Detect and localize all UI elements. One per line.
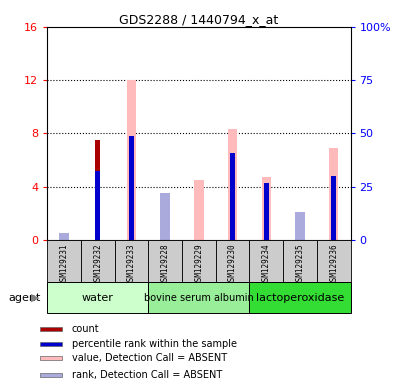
Text: GSM129234: GSM129234 xyxy=(261,243,270,285)
Bar xyxy=(81,240,114,282)
Text: GSM129233: GSM129233 xyxy=(127,243,136,285)
Bar xyxy=(114,240,148,282)
Bar xyxy=(215,240,249,282)
Text: bovine serum albumin: bovine serum albumin xyxy=(144,293,253,303)
Bar xyxy=(148,282,249,313)
Text: GSM129236: GSM129236 xyxy=(328,243,337,285)
Bar xyxy=(59,233,69,240)
Bar xyxy=(95,140,100,240)
Bar xyxy=(40,327,62,331)
Bar xyxy=(263,183,268,240)
Bar xyxy=(261,177,270,240)
Bar xyxy=(193,180,203,240)
Bar xyxy=(95,171,100,240)
Text: percentile rank within the sample: percentile rank within the sample xyxy=(71,339,236,349)
Text: water: water xyxy=(81,293,113,303)
Text: ▶: ▶ xyxy=(31,293,39,303)
Bar xyxy=(40,372,62,377)
Bar xyxy=(128,136,134,240)
Bar xyxy=(160,194,169,240)
Bar xyxy=(40,342,62,346)
Bar xyxy=(47,282,148,313)
Bar xyxy=(160,199,169,240)
Text: lactoperoxidase: lactoperoxidase xyxy=(255,293,343,303)
Bar xyxy=(182,240,215,282)
Text: agent: agent xyxy=(8,293,40,303)
Bar xyxy=(283,240,316,282)
Text: GSM129231: GSM129231 xyxy=(59,243,68,285)
Bar xyxy=(330,176,335,240)
Bar xyxy=(249,282,350,313)
Bar xyxy=(227,129,237,240)
Bar xyxy=(316,240,350,282)
Bar xyxy=(249,240,283,282)
Text: value, Detection Call = ABSENT: value, Detection Call = ABSENT xyxy=(71,353,226,364)
Text: GSM129229: GSM129229 xyxy=(194,243,203,285)
Bar xyxy=(40,356,62,361)
Title: GDS2288 / 1440794_x_at: GDS2288 / 1440794_x_at xyxy=(119,13,278,26)
Bar xyxy=(328,148,337,240)
Bar xyxy=(126,80,136,240)
Bar xyxy=(47,240,81,282)
Text: count: count xyxy=(71,324,99,334)
Bar xyxy=(229,154,235,240)
Bar xyxy=(294,212,304,240)
Bar xyxy=(148,240,182,282)
Text: GSM129232: GSM129232 xyxy=(93,243,102,285)
Text: GSM129235: GSM129235 xyxy=(295,243,304,285)
Bar xyxy=(294,225,304,240)
Text: GSM129230: GSM129230 xyxy=(227,243,236,285)
Text: GSM129228: GSM129228 xyxy=(160,243,169,285)
Text: rank, Detection Call = ABSENT: rank, Detection Call = ABSENT xyxy=(71,369,221,380)
